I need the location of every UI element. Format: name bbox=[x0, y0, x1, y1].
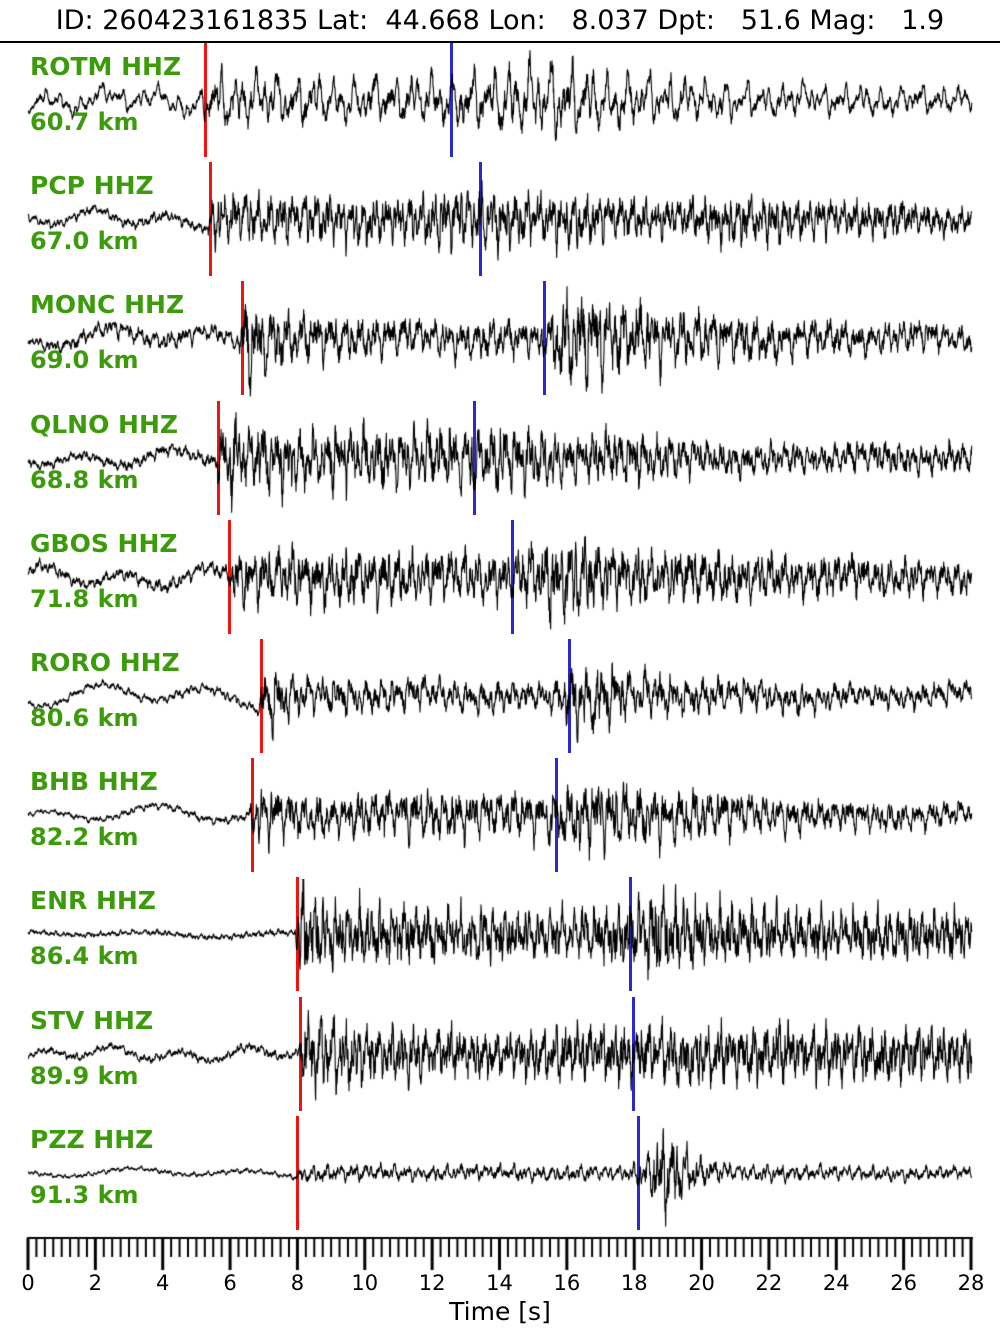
axis-tick-label: 16 bbox=[553, 1271, 581, 1295]
axis-tick-label: 12 bbox=[418, 1271, 446, 1295]
axis-tick-label: 28 bbox=[957, 1271, 985, 1295]
distance-label: 91.3 km bbox=[30, 1180, 139, 1209]
trace-row-gbos: GBOS HHZ 71.8 km bbox=[0, 519, 1000, 642]
waveform-enr bbox=[0, 879, 1000, 1000]
axis-tick-label: 8 bbox=[290, 1271, 305, 1295]
station-label: BHB HHZ bbox=[30, 767, 158, 797]
waveform-rotm bbox=[0, 45, 1000, 165]
distance-label: 80.6 km bbox=[30, 704, 139, 732]
station-label: MONC HHZ bbox=[30, 290, 185, 320]
waveform-gbos bbox=[0, 521, 1000, 642]
trace-row-pcp: PCP HHZ 67.0 km bbox=[0, 162, 1000, 285]
waveform-pzz bbox=[0, 1117, 1000, 1238]
trace-row-pzz: PZZ HHZ 91.3 km bbox=[0, 1115, 1000, 1238]
trace-row-qlno: QLNO HHZ 68.8 km bbox=[0, 400, 1000, 523]
distance-label: 82.2 km bbox=[30, 823, 139, 852]
axis-tick-label: 24 bbox=[822, 1271, 850, 1295]
axis-tick-label: 6 bbox=[223, 1271, 237, 1295]
distance-label: 60.7 km bbox=[30, 108, 139, 136]
waveform-pcp bbox=[0, 164, 1000, 285]
distance-label: 67.0 km bbox=[30, 227, 139, 256]
distance-label: 68.8 km bbox=[30, 465, 139, 494]
waveform-monc bbox=[0, 283, 1000, 404]
axis-tick-label: 0 bbox=[21, 1271, 35, 1295]
event-title: ID: 260423161835 Lat: 44.668 Lon: 8.037 … bbox=[55, 5, 945, 36]
axis-tick-label: 10 bbox=[351, 1271, 379, 1295]
distance-label: 89.9 km bbox=[30, 1061, 139, 1090]
station-label: RORO HHZ bbox=[30, 648, 180, 677]
station-label: PZZ HHZ bbox=[30, 1124, 154, 1154]
station-label: GBOS HHZ bbox=[30, 528, 178, 558]
trace-row-monc: MONC HHZ 69.0 km bbox=[0, 281, 1000, 404]
trace-row-enr: ENR HHZ 86.4 km bbox=[0, 877, 1000, 1000]
station-label: ROTM HHZ bbox=[30, 52, 182, 81]
trace-row-bhb: BHB HHZ 82.2 km bbox=[0, 758, 1000, 881]
waveform-qlno bbox=[0, 402, 1000, 523]
axis-tick-label: 20 bbox=[688, 1271, 715, 1295]
trace-row-rotm: ROTM HHZ 60.7 km bbox=[0, 43, 1000, 165]
station-label: ENR HHZ bbox=[30, 886, 156, 916]
waveform-roro bbox=[0, 641, 1000, 761]
x-axis-label: Time [s] bbox=[449, 1297, 551, 1326]
distance-label: 86.4 km bbox=[30, 942, 139, 971]
station-label: STV HHZ bbox=[30, 1005, 154, 1035]
axis-tick-label: 22 bbox=[755, 1271, 783, 1295]
station-label: QLNO HHZ bbox=[30, 409, 179, 439]
time-axis-ruler bbox=[0, 1236, 1000, 1276]
waveform-bhb bbox=[0, 760, 1000, 881]
waveform-stv bbox=[0, 998, 1000, 1119]
axis-tick-label: 14 bbox=[486, 1271, 513, 1295]
axis-tick-label: 26 bbox=[890, 1271, 918, 1295]
axis-tick-label: 18 bbox=[620, 1271, 648, 1295]
axis-tick-label: 4 bbox=[156, 1271, 170, 1295]
distance-label: 69.0 km bbox=[30, 346, 139, 375]
station-label: PCP HHZ bbox=[30, 171, 154, 201]
title-separator-line bbox=[0, 41, 1000, 43]
trace-row-roro: RORO HHZ 80.6 km bbox=[0, 639, 1000, 761]
axis-tick-label: 2 bbox=[88, 1271, 103, 1295]
distance-label: 71.8 km bbox=[30, 584, 139, 613]
trace-row-stv: STV HHZ 89.9 km bbox=[0, 996, 1000, 1119]
